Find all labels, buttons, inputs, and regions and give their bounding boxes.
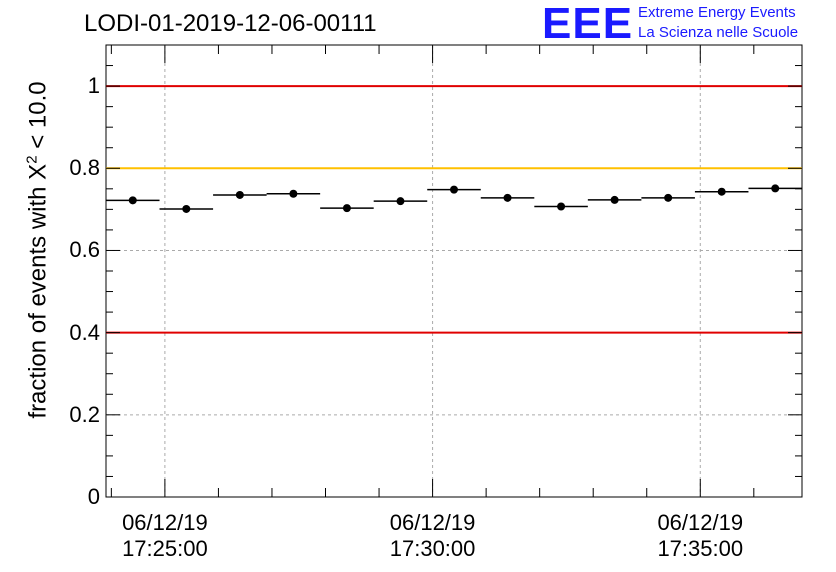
x-tick-time: 17:35:00 [657, 536, 744, 561]
chart-title: LODI-01-2019-12-06-00111 [84, 10, 377, 37]
x-tick-label: 06/12/19 17:25:00 [100, 510, 230, 562]
x-tick-date: 06/12/19 [122, 510, 208, 535]
y-tick-label: 0 [87, 484, 100, 509]
data-point [771, 184, 780, 193]
data-point [342, 204, 351, 213]
y-tick-label: 0.4 [69, 319, 100, 345]
logo-text-line2: La Scienza nelle Scuole [638, 24, 799, 41]
x-tick-label: 06/12/19 17:35:00 [635, 510, 765, 562]
x-tick-time: 17:30:00 [389, 536, 476, 561]
data-point [396, 197, 405, 206]
logo-text-line1: Extreme Energy Events [638, 4, 796, 21]
y-tick-label: 0.2 [69, 401, 100, 427]
x-tick-date: 06/12/19 [657, 510, 744, 535]
data-point [450, 185, 458, 194]
y-tick-label: 0.6 [69, 237, 100, 263]
plot-frame [105, 44, 803, 498]
data-point [717, 187, 726, 196]
data-point [610, 195, 619, 204]
x-tick-date: 06/12/19 [389, 510, 476, 535]
eee-logo-mark: EEE [542, 0, 634, 48]
data-point [235, 190, 244, 199]
data-point [503, 193, 512, 202]
y-tick-label: 0.8 [69, 155, 100, 181]
data-point [289, 189, 298, 198]
data-point [557, 202, 566, 211]
x-tick-time: 17:25:00 [122, 536, 208, 561]
eee-logo: EEE Extreme Energy Events La Scienza nel… [542, 2, 832, 46]
x-tick-label: 06/12/19 17:30:00 [368, 510, 498, 562]
y-tick-label: 1 [87, 73, 100, 99]
data-point [664, 193, 673, 202]
data-point [182, 204, 191, 213]
data-point [128, 196, 137, 205]
